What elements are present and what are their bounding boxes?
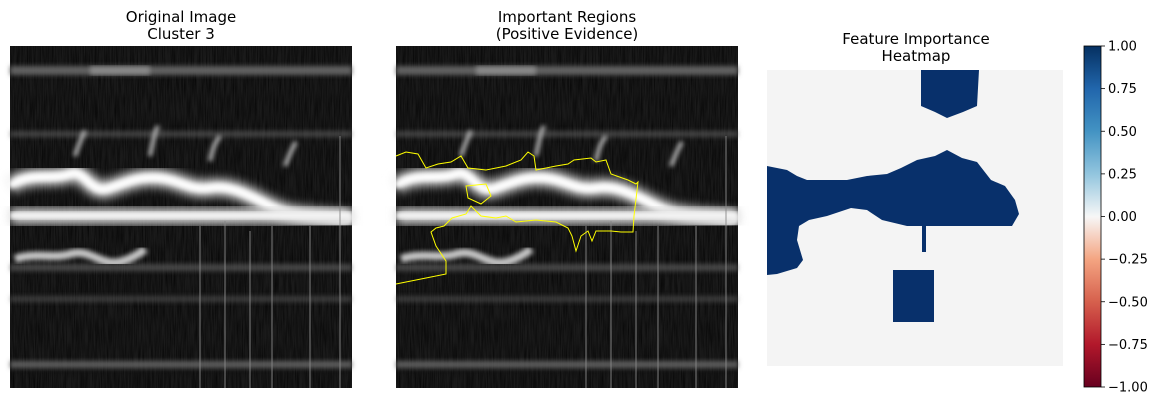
colorbar-tick-label: 0.50 bbox=[1108, 125, 1137, 140]
colorbar-tick-label: 0.75 bbox=[1108, 82, 1137, 97]
colorbar-tick-label: 1.00 bbox=[1108, 40, 1137, 55]
colorbar-ticks: 1.00 0.75 0.50 0.25 0.00 −0.25 −0.50 −0.75 −1.00 bbox=[1101, 40, 1148, 396]
panel-original: Original Image Cluster 3 bbox=[10, 8, 352, 388]
colorbar-tick-label: −0.75 bbox=[1108, 338, 1148, 353]
panel-1-title-line-2: Cluster 3 bbox=[147, 25, 215, 43]
positive-importance-regions bbox=[767, 70, 1019, 322]
panel-important-regions: Important Regions (Positive Evidence) bbox=[396, 8, 738, 388]
feature-importance-heatmap bbox=[767, 70, 1063, 366]
colorbar: 1.00 0.75 0.50 0.25 0.00 −0.25 −0.50 −0.75 −1.00 bbox=[1083, 40, 1148, 396]
panel-2-title-line-1: Important Regions bbox=[498, 8, 636, 26]
important-regions-image bbox=[396, 46, 738, 388]
panel-1-title-line-1: Original Image bbox=[126, 8, 236, 26]
panel-2-title-line-2: (Positive Evidence) bbox=[496, 25, 639, 43]
colorbar-tick-label: −0.25 bbox=[1108, 253, 1148, 268]
original-spectrogram-image bbox=[10, 46, 352, 388]
colorbar-tick-label: −0.50 bbox=[1108, 295, 1148, 310]
panel-3-title-line-2: Heatmap bbox=[882, 47, 951, 65]
colorbar-gradient bbox=[1083, 45, 1102, 388]
panel-3-title-line-1: Feature Importance bbox=[842, 30, 989, 48]
panel-feature-heatmap: Feature Importance Heatmap bbox=[767, 30, 1063, 366]
colorbar-tick-label: 0.25 bbox=[1108, 167, 1137, 182]
colorbar-tick-label: −1.00 bbox=[1108, 381, 1148, 396]
positive-evidence-boundaries bbox=[395, 151, 639, 285]
colorbar-tick-label: 0.00 bbox=[1108, 210, 1137, 225]
